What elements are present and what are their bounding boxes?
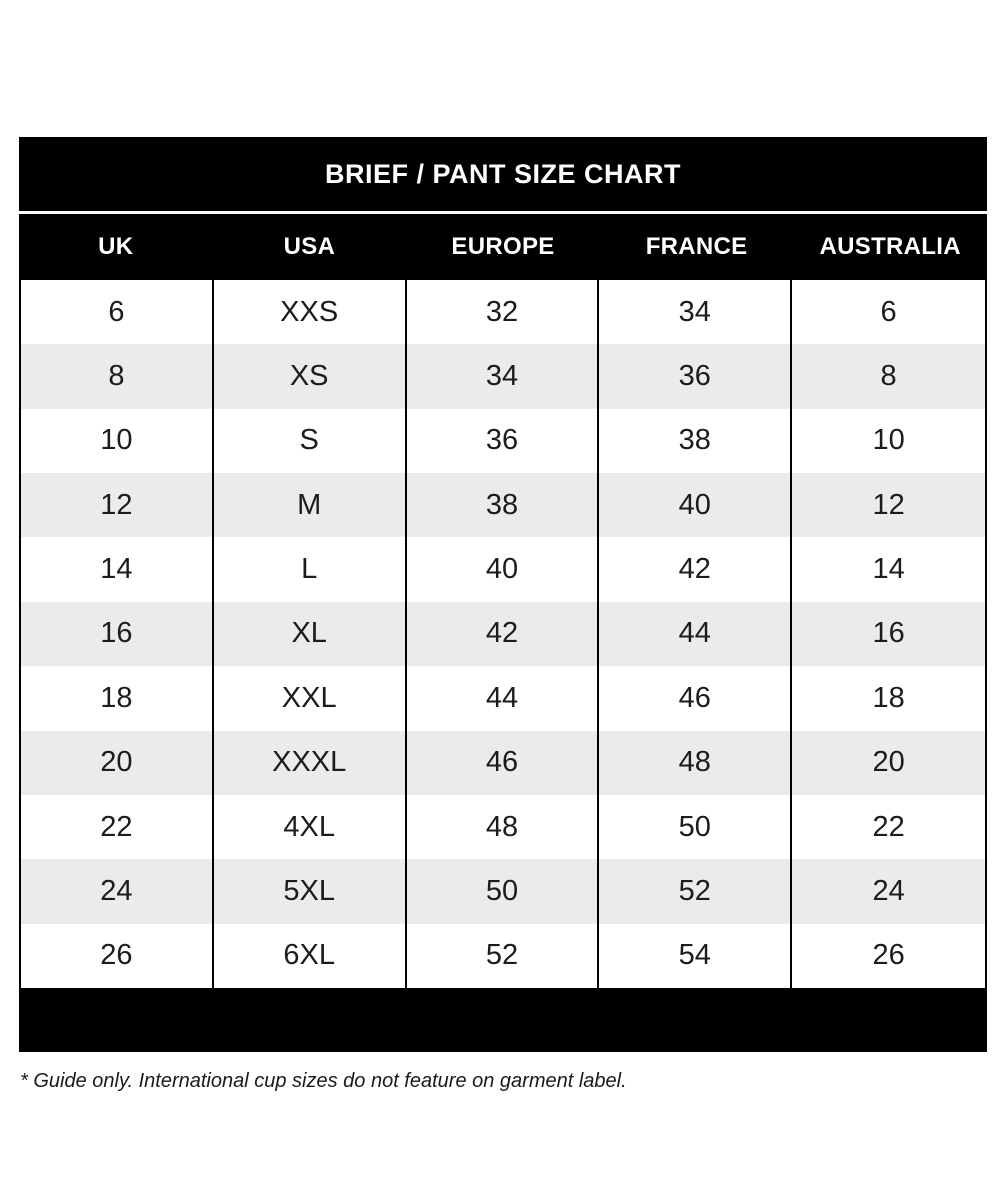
table-cell: 40 xyxy=(599,473,793,538)
table-cell: 24 xyxy=(872,874,905,907)
table-cell: 4XL xyxy=(214,794,407,860)
table-cell: 26 xyxy=(21,923,214,988)
table-row: 12 M 38 40 12 xyxy=(21,473,985,538)
table-cell: 12 xyxy=(21,473,214,538)
table-cell: 34 xyxy=(599,280,793,345)
table-cell: 8 xyxy=(880,360,897,393)
band-separator xyxy=(19,211,987,214)
column-header-uk: UK xyxy=(98,233,134,260)
table-cell: 20 xyxy=(21,730,214,795)
table-cell: 52 xyxy=(407,923,600,988)
table-row: 6 XXS 32 34 6 xyxy=(21,280,985,345)
footnote: * Guide only. International cup sizes do… xyxy=(20,1070,627,1092)
table-cell: 12 xyxy=(872,488,905,521)
table-cell: 50 xyxy=(407,859,600,924)
table-cell: 20 xyxy=(872,746,905,779)
table-row: 8 XS 34 36 8 xyxy=(21,344,985,409)
table-row: 20 XXXL 46 48 20 xyxy=(21,730,985,795)
column-header-usa: USA xyxy=(283,233,336,260)
table-cell: 16 xyxy=(21,601,214,667)
table-cell: XL xyxy=(214,601,407,667)
table-row: 18 XXL 44 46 18 xyxy=(21,666,985,731)
table-cell: 18 xyxy=(21,666,214,731)
table-cell: 22 xyxy=(21,794,214,860)
table-row: 14 L 40 42 14 xyxy=(21,537,985,602)
table-cell: 46 xyxy=(407,730,600,795)
column-header-australia: AUSTRALIA xyxy=(819,233,961,260)
table-cell: 6XL xyxy=(214,923,407,988)
table-cell: 32 xyxy=(407,280,600,345)
column-header-row: UK USA EUROPE FRANCE AUSTRALIA xyxy=(19,214,987,280)
table-cell: 44 xyxy=(599,601,793,667)
table-cell: 10 xyxy=(872,424,905,457)
table-cell: 38 xyxy=(407,473,600,538)
table-cell: 48 xyxy=(407,794,600,860)
table-cell: 22 xyxy=(872,810,905,843)
table-cell: XXS xyxy=(214,280,407,345)
table-cell: 14 xyxy=(21,537,214,602)
table-cell: XXL xyxy=(214,666,407,731)
column-header-france: FRANCE xyxy=(645,233,748,260)
table-cell: 6 xyxy=(21,280,214,345)
title-band: BRIEF / PANT SIZE CHART xyxy=(19,137,987,211)
footer-band xyxy=(19,988,987,1052)
table-cell: L xyxy=(214,537,407,602)
size-chart-table: BRIEF / PANT SIZE CHART UK USA EUROPE FR… xyxy=(19,137,987,1052)
table-cell: 40 xyxy=(407,537,600,602)
table-cell: 24 xyxy=(21,859,214,924)
table-cell: 34 xyxy=(407,344,600,409)
table-cell: 18 xyxy=(872,681,905,714)
table-cell: 42 xyxy=(407,601,600,667)
table-cell: 5XL xyxy=(214,859,407,924)
table-cell: 6 xyxy=(880,295,897,328)
table-cell: M xyxy=(214,473,407,538)
table-cell: 42 xyxy=(599,537,793,602)
table-cell: 36 xyxy=(407,408,600,474)
table-cell: XS xyxy=(214,344,407,409)
table-cell: 8 xyxy=(21,344,214,409)
table-cell: 38 xyxy=(599,408,793,474)
table-row: 22 4XL 48 50 22 xyxy=(21,794,985,860)
chart-title: BRIEF / PANT SIZE CHART xyxy=(324,158,681,189)
table-cell: 50 xyxy=(599,794,793,860)
table-cell: 10 xyxy=(21,408,214,474)
table-row: 16 XL 42 44 16 xyxy=(21,601,985,667)
table-cell: 16 xyxy=(872,617,905,650)
table-cell: 14 xyxy=(872,553,905,586)
table-row: 24 5XL 50 52 24 xyxy=(21,859,985,924)
table-cell: 52 xyxy=(599,859,793,924)
table-cell: 26 xyxy=(872,939,905,972)
size-table-body: 6 XXS 32 34 6 8 XS 34 36 8 10 S 36 38 10 12 M 38 40 12 14 L 40… xyxy=(19,280,987,988)
table-row: 26 6XL 52 54 26 xyxy=(21,923,985,988)
table-row: 10 S 36 38 10 xyxy=(21,408,985,474)
table-cell: 36 xyxy=(599,344,793,409)
table-cell: S xyxy=(214,408,407,474)
column-header-europe: EUROPE xyxy=(451,233,555,260)
table-cell: 46 xyxy=(599,666,793,731)
table-cell: 44 xyxy=(407,666,600,731)
table-cell: 54 xyxy=(599,923,793,988)
table-cell: XXXL xyxy=(214,730,407,795)
table-cell: 48 xyxy=(599,730,793,795)
